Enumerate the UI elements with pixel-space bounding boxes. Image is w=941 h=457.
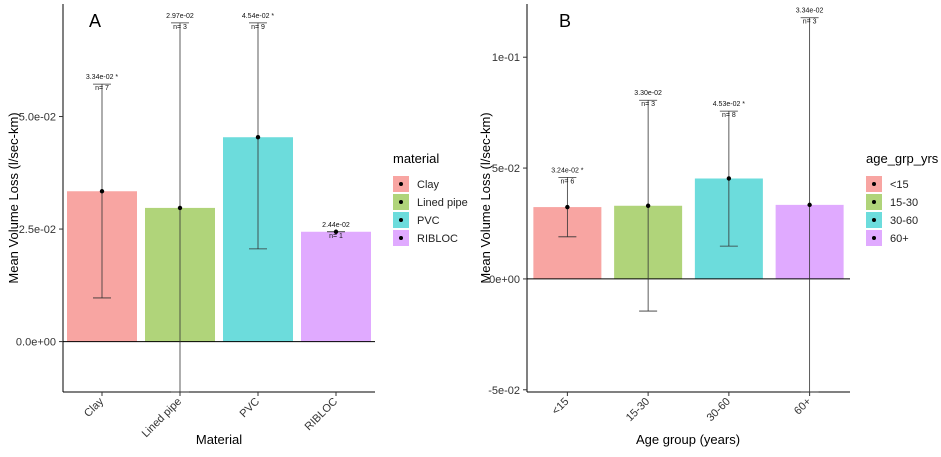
x-tick-label: 15-30 — [624, 396, 652, 424]
legend-label: <15 — [890, 179, 909, 191]
n-label: n= 9 — [251, 24, 265, 31]
y-axis-title: Mean Volume Loss (l/sec-km) — [6, 112, 21, 283]
n-label: n= 3 — [641, 101, 655, 108]
value-label: 4.53e-02 * — [713, 101, 746, 108]
legend-label: PVC — [417, 215, 440, 227]
x-tick-label: Clay — [82, 395, 106, 419]
x-tick-label: <15 — [550, 396, 572, 418]
panel-b: B -5e-02 0e+00 5e-02 1e-01 3.24e-02 * n= 6 3.30… — [478, 4, 939, 447]
value-label: 3.30e-02 — [634, 90, 662, 97]
legend-label: Clay — [417, 179, 440, 191]
x-tick-label: RIBLOC — [303, 396, 340, 433]
panel-letter: B — [559, 11, 571, 31]
legend-point — [399, 182, 403, 186]
value-label: 2.97e-02 — [166, 13, 194, 20]
y-tick-label: 1e-01 — [492, 52, 520, 64]
mean-point — [565, 204, 570, 210]
y-tick-label: 0e+00 — [489, 274, 520, 286]
y-tick-label: 0.0e+00 — [16, 337, 56, 349]
n-label: n= 6 — [560, 178, 574, 185]
value-label: 2.44e-02 — [322, 222, 350, 229]
mean-point — [177, 205, 183, 211]
n-label: n= 3 — [173, 24, 187, 31]
value-label: 3.34e-02 — [796, 8, 824, 15]
mean-point — [255, 135, 261, 140]
mean-point — [99, 189, 105, 194]
legend-label: 30-60 — [890, 215, 918, 227]
legend-point — [399, 200, 403, 204]
value-label: 3.34e-02 * — [86, 74, 119, 81]
legend-point — [872, 236, 876, 240]
legend-label: 15-30 — [890, 197, 918, 209]
mean-point — [645, 203, 651, 208]
legend-label: RIBLOC — [417, 233, 458, 245]
legend-label: Lined pipe — [417, 197, 468, 209]
legend-point — [399, 218, 403, 222]
legend: material Clay Lined pipe PVC RIBLOC — [393, 151, 468, 246]
legend-point — [872, 218, 876, 222]
x-tick-label: PVC — [238, 396, 263, 421]
mean-point — [333, 229, 339, 234]
legend-label: 60+ — [890, 233, 909, 245]
legend-point — [872, 182, 876, 186]
legend: age_grp_yrs <15 15-30 30-60 60+ — [866, 151, 939, 246]
mean-point — [807, 202, 812, 208]
mean-point — [726, 176, 732, 181]
n-label: n= 7 — [95, 85, 109, 92]
y-tick-label: 5.0e-02 — [19, 112, 56, 124]
legend-title: material — [393, 151, 439, 166]
n-label: n= 1 — [329, 233, 343, 240]
x-axis-title: Material — [196, 432, 242, 447]
panel-a: A 0.0e+00 2.5e-02 5.0e-02 3.34e-02 * n= 7 2.97… — [6, 4, 468, 447]
legend-point — [399, 236, 403, 240]
y-axis-title: Mean Volume Loss (l/sec-km) — [478, 112, 493, 283]
y-tick-label: 2.5e-02 — [19, 224, 56, 236]
x-axis-title: Age group (years) — [636, 432, 740, 447]
bar-ribloc — [301, 231, 371, 342]
x-tick-label: Lined pipe — [140, 396, 184, 440]
value-label: 3.24e-02 * — [551, 167, 584, 174]
legend-point — [872, 200, 876, 204]
n-label: n= 3 — [803, 19, 817, 26]
x-tick-label: 30-60 — [705, 396, 733, 424]
panel-letter: A — [89, 11, 101, 31]
value-label: 4.54e-02 * — [242, 13, 275, 20]
x-tick-label: 60+ — [792, 396, 814, 418]
n-label: n= 8 — [722, 112, 736, 119]
y-tick-label: 5e-02 — [492, 163, 520, 175]
y-tick-label: -5e-02 — [488, 385, 520, 397]
legend-title: age_grp_yrs — [866, 151, 939, 166]
